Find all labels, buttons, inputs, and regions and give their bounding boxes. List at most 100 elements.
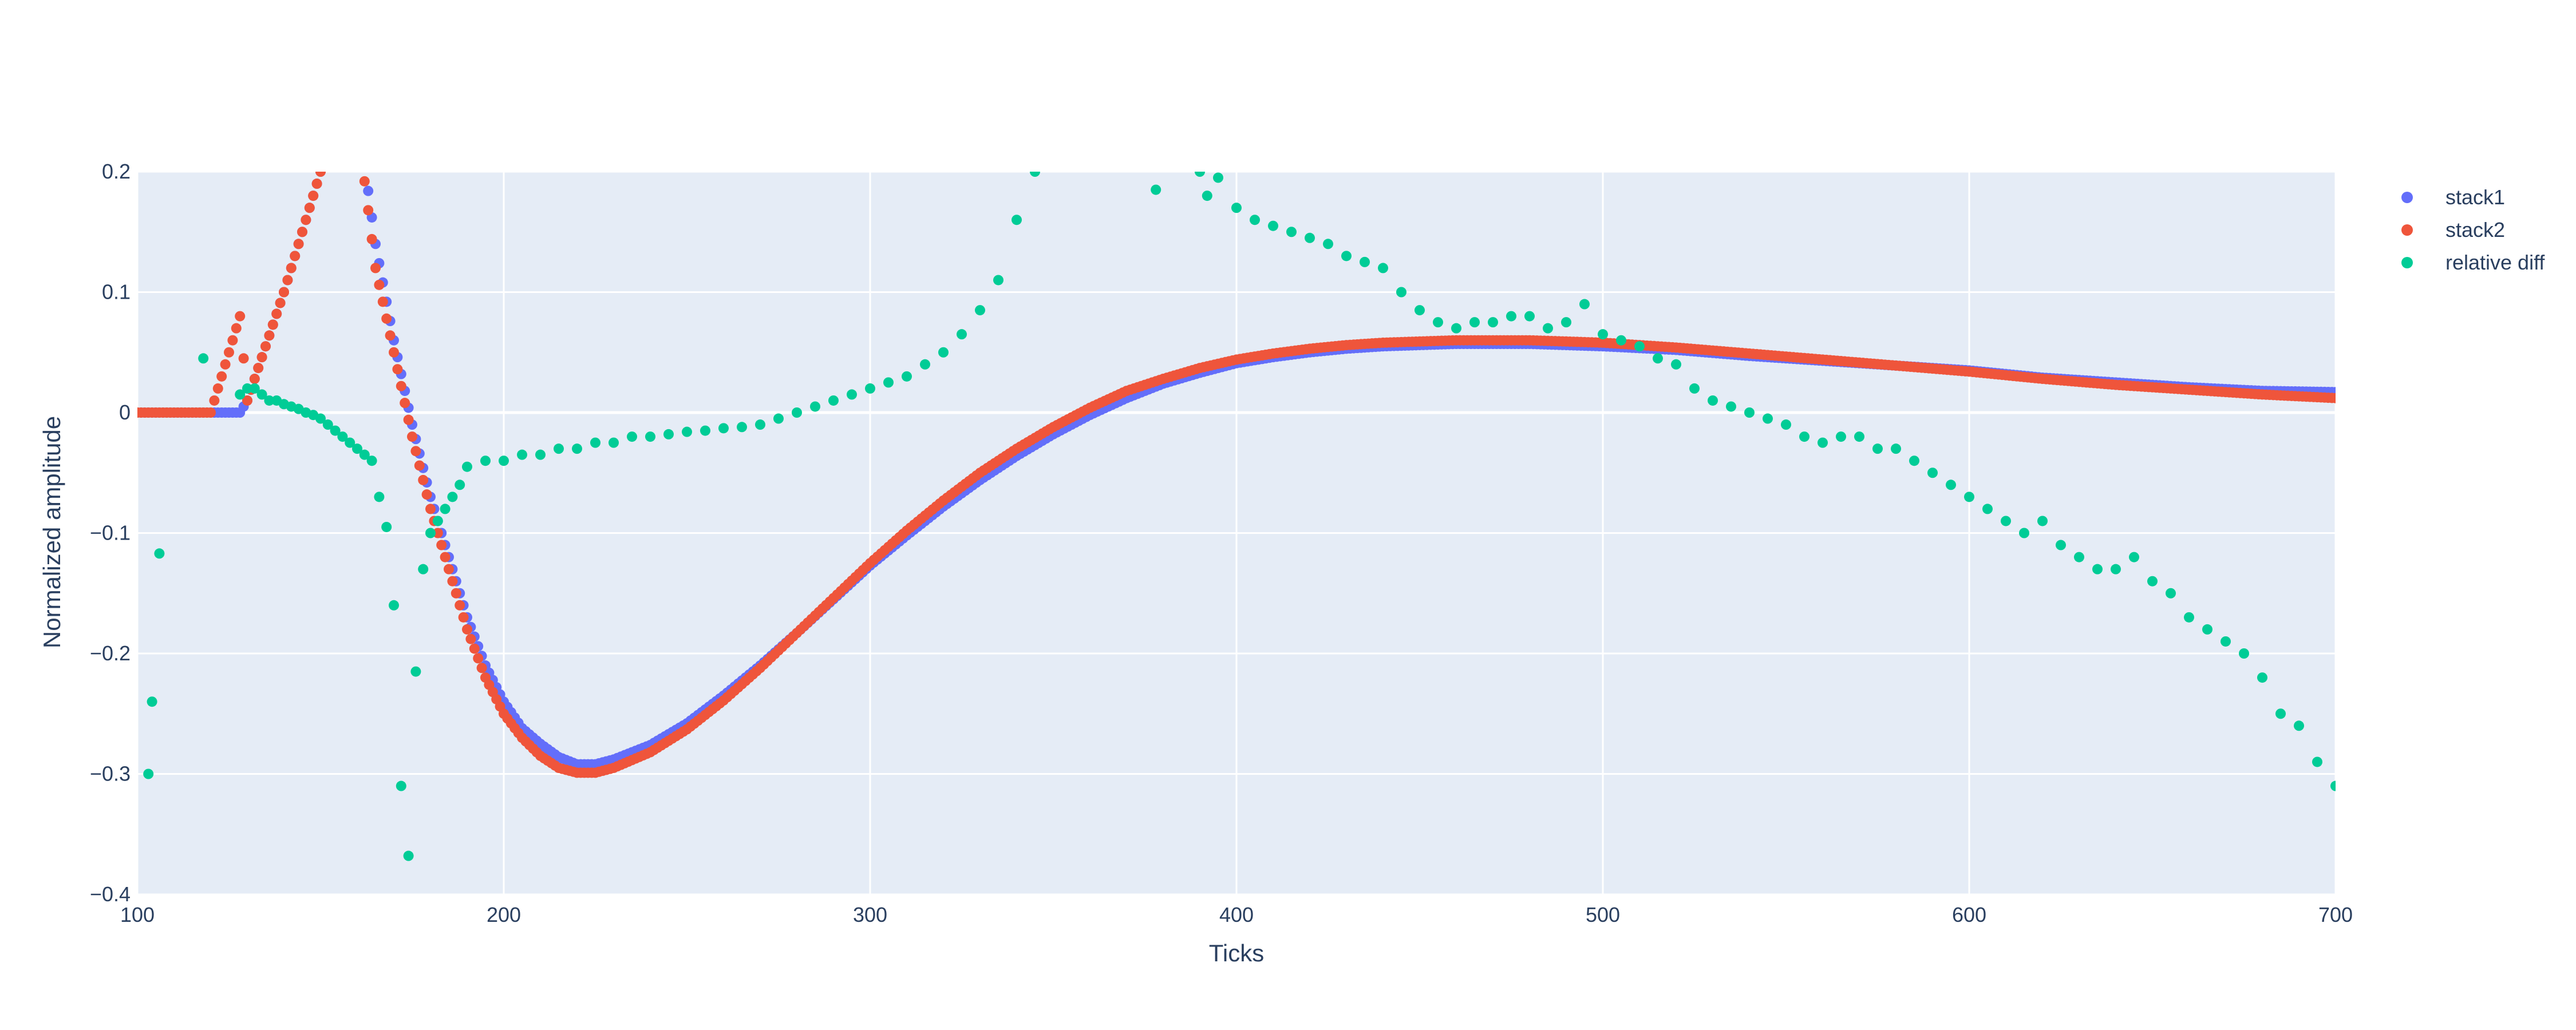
data-point <box>2257 672 2267 683</box>
data-point <box>957 329 967 340</box>
data-point <box>2001 516 2011 526</box>
data-point <box>447 492 458 502</box>
data-point <box>1836 431 1846 442</box>
data-point <box>337 130 347 141</box>
data-point <box>198 353 209 364</box>
data-point <box>444 564 454 575</box>
data-point <box>238 353 249 364</box>
data-point <box>330 147 341 157</box>
data-point <box>451 588 461 599</box>
data-point <box>1415 305 1425 316</box>
data-point <box>535 449 546 460</box>
legend[interactable]: stack1 stack2 relative diff <box>2401 185 2545 274</box>
data-point <box>1579 299 1590 310</box>
data-point <box>311 179 322 189</box>
data-point <box>1781 419 1791 430</box>
data-point <box>1469 317 1480 328</box>
data-point <box>414 460 425 471</box>
data-point <box>1202 191 1212 201</box>
legend-label: relative diff <box>2445 251 2545 274</box>
data-point <box>264 330 275 341</box>
data-point <box>345 118 355 129</box>
data-point <box>718 423 729 434</box>
data-point <box>517 449 527 460</box>
data-point <box>212 383 223 394</box>
data-point <box>1909 455 1919 466</box>
data-point <box>432 528 443 538</box>
data-point <box>455 600 465 611</box>
data-point <box>1689 383 1700 394</box>
y-axis-ticks: −0.4 −0.3 −0.2 −0.1 0 0.1 0.2 <box>90 160 131 906</box>
data-point <box>359 449 370 460</box>
data-point <box>209 395 220 406</box>
data-point <box>902 371 912 382</box>
data-point <box>308 191 319 201</box>
data-point <box>2330 393 2336 403</box>
data-point <box>2166 588 2176 599</box>
data-point <box>359 159 370 169</box>
data-point <box>2092 564 2103 575</box>
data-point <box>1891 443 1901 454</box>
data-point <box>249 383 260 394</box>
data-point <box>1708 395 1718 406</box>
data-point <box>235 311 246 322</box>
y-axis-title: Normalized amplitude <box>38 416 65 648</box>
data-point <box>227 335 238 346</box>
data-point <box>773 413 784 424</box>
data-point <box>286 263 297 274</box>
data-point <box>447 576 458 587</box>
y-tick-label: −0.1 <box>90 521 131 545</box>
data-point <box>2275 708 2286 719</box>
data-point <box>410 446 421 457</box>
data-point <box>282 275 293 286</box>
data-point <box>242 395 252 406</box>
x-axis-ticks: 100 200 300 400 500 600 700 <box>120 903 2353 926</box>
x-tick-label: 200 <box>487 903 521 926</box>
series-stack2 <box>137 123 2336 778</box>
data-point <box>341 133 351 143</box>
data-point <box>440 552 451 562</box>
data-point <box>206 407 216 418</box>
data-point <box>147 696 157 707</box>
data-point <box>2111 564 2121 575</box>
data-point <box>349 123 359 133</box>
data-point <box>828 395 839 406</box>
data-point <box>216 371 227 382</box>
x-tick-label: 400 <box>1219 903 1254 926</box>
data-point <box>410 666 421 677</box>
y-tick-label: 0 <box>119 401 131 424</box>
data-point <box>1543 323 1553 334</box>
data-point <box>462 624 472 635</box>
data-point <box>396 781 406 791</box>
legend-item-relative-diff[interactable]: relative diff <box>2401 251 2545 274</box>
data-point <box>1305 232 1315 243</box>
data-point <box>458 612 469 623</box>
data-point <box>455 480 465 490</box>
legend-item-stack2[interactable]: stack2 <box>2401 218 2505 241</box>
legend-marker <box>2401 192 2413 203</box>
data-point <box>220 359 231 370</box>
y-tick-label: −0.4 <box>90 882 131 906</box>
data-point <box>341 124 351 134</box>
data-point <box>315 172 326 177</box>
legend-item-stack1[interactable]: stack1 <box>2401 185 2505 209</box>
data-point <box>1488 317 1498 328</box>
data-point <box>1964 492 1974 502</box>
data-point <box>883 377 894 388</box>
data-point <box>249 374 260 385</box>
data-point <box>1524 311 1535 322</box>
data-point <box>469 643 480 654</box>
data-point <box>407 431 417 442</box>
data-point <box>1030 172 1040 177</box>
data-point <box>1598 329 1608 340</box>
data-point <box>366 455 377 466</box>
data-point <box>737 422 747 433</box>
data-point <box>330 142 341 153</box>
data-point <box>975 305 985 316</box>
data-point <box>1927 468 1938 478</box>
data-point <box>143 768 154 779</box>
data-point <box>334 136 344 146</box>
data-point <box>2129 552 2139 562</box>
data-point <box>1799 431 1809 442</box>
